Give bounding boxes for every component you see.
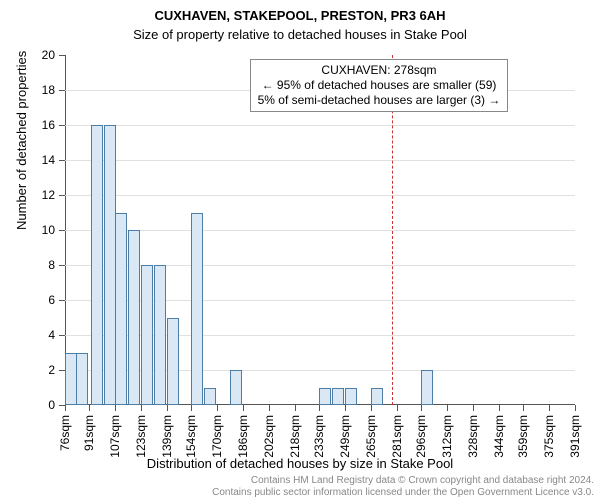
- y-tick-label: 14: [42, 153, 55, 167]
- y-tick: [59, 160, 65, 161]
- x-tick: [319, 405, 320, 411]
- x-tick-label: 107sqm: [108, 415, 122, 458]
- histogram-bar: [421, 370, 433, 405]
- x-tick-label: 123sqm: [134, 415, 148, 458]
- y-tick-label: 6: [48, 293, 55, 307]
- histogram-bar: [167, 318, 179, 406]
- x-tick-label: 233sqm: [312, 415, 326, 458]
- y-tick-label: 8: [48, 258, 55, 272]
- x-tick-label: 265sqm: [364, 415, 378, 458]
- histogram-bar: [76, 353, 88, 406]
- y-tick-label: 4: [48, 328, 55, 342]
- x-axis-label: Distribution of detached houses by size …: [0, 456, 600, 471]
- grid-line: [65, 125, 575, 126]
- x-tick-label: 249sqm: [338, 415, 352, 458]
- x-tick: [523, 405, 524, 411]
- histogram-bar: [65, 353, 77, 406]
- x-tick: [167, 405, 168, 411]
- footer-attribution: Contains HM Land Registry data © Crown c…: [212, 475, 594, 498]
- x-tick: [575, 405, 576, 411]
- x-tick: [447, 405, 448, 411]
- chart-container: CUXHAVEN, STAKEPOOL, PRESTON, PR3 6AH Si…: [0, 0, 600, 500]
- histogram-bar: [91, 125, 103, 405]
- y-tick: [59, 125, 65, 126]
- x-tick-label: 76sqm: [58, 415, 72, 451]
- x-tick: [421, 405, 422, 411]
- histogram-bar: [154, 265, 166, 405]
- grid-line: [65, 160, 575, 161]
- histogram-bar: [204, 388, 216, 406]
- histogram-bar: [115, 213, 127, 406]
- grid-line: [65, 230, 575, 231]
- histogram-bar: [319, 388, 331, 406]
- y-tick: [59, 90, 65, 91]
- annotation-box: CUXHAVEN: 278sqm← 95% of detached houses…: [250, 59, 509, 112]
- x-tick: [269, 405, 270, 411]
- y-tick-label: 20: [42, 48, 55, 62]
- histogram-bar: [128, 230, 140, 405]
- x-tick-label: 186sqm: [236, 415, 250, 458]
- chart-subtitle: Size of property relative to detached ho…: [0, 27, 600, 42]
- x-tick-label: 344sqm: [492, 415, 506, 458]
- x-tick: [217, 405, 218, 411]
- x-tick: [295, 405, 296, 411]
- histogram-bar: [332, 388, 344, 406]
- x-tick: [243, 405, 244, 411]
- y-tick: [59, 195, 65, 196]
- histogram-bar: [191, 213, 203, 406]
- grid-line: [65, 195, 575, 196]
- x-tick-label: 91sqm: [82, 415, 96, 451]
- x-tick-label: 170sqm: [210, 415, 224, 458]
- x-tick: [141, 405, 142, 411]
- y-tick: [59, 335, 65, 336]
- plot-area: 0246810121416182076sqm91sqm107sqm123sqm1…: [65, 55, 575, 405]
- x-tick-label: 139sqm: [160, 415, 174, 458]
- annotation-line: CUXHAVEN: 278sqm: [258, 63, 501, 78]
- x-tick-label: 375sqm: [542, 415, 556, 458]
- y-tick-label: 12: [42, 188, 55, 202]
- x-tick-label: 281sqm: [390, 415, 404, 458]
- x-tick: [115, 405, 116, 411]
- x-tick: [89, 405, 90, 411]
- annotation-line: 5% of semi-detached houses are larger (3…: [258, 93, 501, 108]
- x-tick: [499, 405, 500, 411]
- y-tick-label: 10: [42, 223, 55, 237]
- y-tick-label: 2: [48, 363, 55, 377]
- x-tick-label: 312sqm: [440, 415, 454, 458]
- x-tick-label: 218sqm: [288, 415, 302, 458]
- x-tick-label: 154sqm: [184, 415, 198, 458]
- x-tick-label: 359sqm: [516, 415, 530, 458]
- x-tick: [371, 405, 372, 411]
- y-tick-label: 0: [48, 398, 55, 412]
- histogram-bar: [371, 388, 383, 406]
- footer-line-1: Contains HM Land Registry data © Crown c…: [212, 475, 594, 487]
- y-tick: [59, 300, 65, 301]
- footer-line-2: Contains public sector information licen…: [212, 487, 594, 499]
- x-tick: [345, 405, 346, 411]
- y-tick-label: 16: [42, 118, 55, 132]
- x-tick: [191, 405, 192, 411]
- x-tick-label: 391sqm: [568, 415, 582, 458]
- y-tick: [59, 230, 65, 231]
- histogram-bar: [230, 370, 242, 405]
- y-axis-label: Number of detached properties: [14, 51, 29, 230]
- y-tick: [59, 265, 65, 266]
- annotation-line: ← 95% of detached houses are smaller (59…: [258, 78, 501, 93]
- histogram-bar: [345, 388, 357, 406]
- x-tick-label: 328sqm: [466, 415, 480, 458]
- histogram-bar: [141, 265, 153, 405]
- x-tick: [473, 405, 474, 411]
- x-tick: [397, 405, 398, 411]
- y-tick: [59, 55, 65, 56]
- x-tick-label: 202sqm: [262, 415, 276, 458]
- y-tick-label: 18: [42, 83, 55, 97]
- histogram-bar: [104, 125, 116, 405]
- x-tick: [65, 405, 66, 411]
- x-tick: [549, 405, 550, 411]
- x-tick-label: 296sqm: [414, 415, 428, 458]
- chart-title: CUXHAVEN, STAKEPOOL, PRESTON, PR3 6AH: [0, 8, 600, 23]
